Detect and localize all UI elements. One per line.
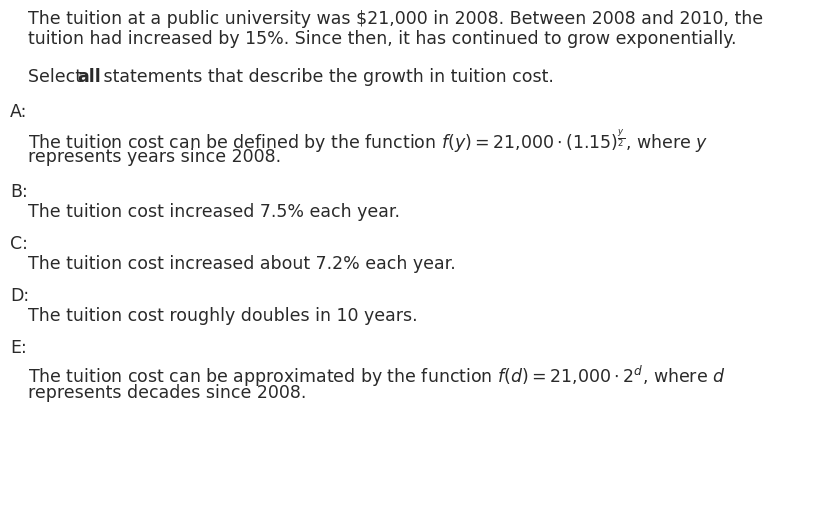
Text: The tuition cost roughly doubles in 10 years.: The tuition cost roughly doubles in 10 y… <box>28 307 418 324</box>
Text: statements that describe the growth in tuition cost.: statements that describe the growth in t… <box>98 68 554 86</box>
Text: The tuition cost can be approximated by the function $f(d) = 21{,}000 \cdot 2^{d: The tuition cost can be approximated by … <box>28 363 725 388</box>
Text: tuition had increased by 15%. Since then, it has continued to grow exponentially: tuition had increased by 15%. Since then… <box>28 30 737 48</box>
Text: Select: Select <box>28 68 88 86</box>
Text: represents years since 2008.: represents years since 2008. <box>28 147 281 166</box>
Text: B:: B: <box>10 183 28 200</box>
Text: The tuition cost can be defined by the function $f(y) = 21{,}000 \cdot (1.15)^{\: The tuition cost can be defined by the f… <box>28 128 708 155</box>
Text: represents decades since 2008.: represents decades since 2008. <box>28 383 307 401</box>
Text: A:: A: <box>10 103 28 121</box>
Text: E:: E: <box>10 338 27 357</box>
Text: all: all <box>77 68 101 86</box>
Text: D:: D: <box>10 286 29 305</box>
Text: The tuition at a public university was $21,000 in 2008. Between 2008 and 2010, t: The tuition at a public university was $… <box>28 10 763 28</box>
Text: C:: C: <box>10 234 28 252</box>
Text: The tuition cost increased about 7.2% each year.: The tuition cost increased about 7.2% ea… <box>28 255 456 273</box>
Text: The tuition cost increased 7.5% each year.: The tuition cost increased 7.5% each yea… <box>28 203 400 221</box>
